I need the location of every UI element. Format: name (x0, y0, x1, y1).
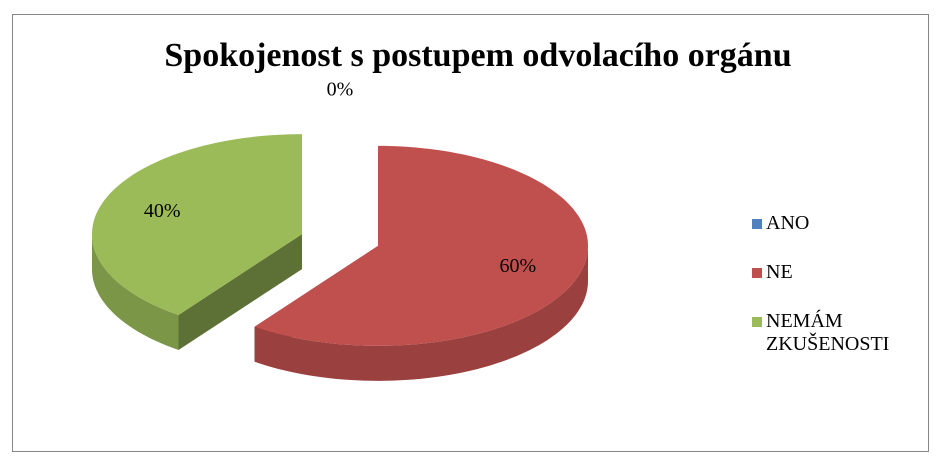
legend-label: NEMÁM ZKUŠENOSTI (766, 310, 890, 355)
chart-title: Spokojenost s postupem odvolacího orgánu (164, 37, 791, 74)
slice-face (92, 234, 179, 350)
legend-label: ANO (766, 212, 810, 234)
legend-swatch (752, 219, 762, 229)
data-label: 0% (327, 79, 354, 101)
legend: ANO NE NEMÁM ZKUŠENOSTI (748, 212, 913, 382)
slice-face (92, 134, 302, 315)
legend-item: ANO (748, 212, 913, 235)
legend-label: NE (766, 261, 793, 283)
slice-face (178, 234, 302, 350)
legend-item: NEMÁM ZKUŠENOSTI (748, 310, 913, 356)
pie-slice (92, 134, 302, 350)
legend-item: NE (748, 261, 913, 284)
chart-frame (12, 14, 929, 452)
legend-swatch (752, 317, 762, 327)
data-label: 60% (500, 255, 537, 277)
slice-face (254, 245, 588, 381)
data-label: 40% (144, 200, 181, 222)
pie-slice (254, 145, 588, 381)
legend-swatch (752, 268, 762, 278)
slice-face (254, 145, 588, 346)
